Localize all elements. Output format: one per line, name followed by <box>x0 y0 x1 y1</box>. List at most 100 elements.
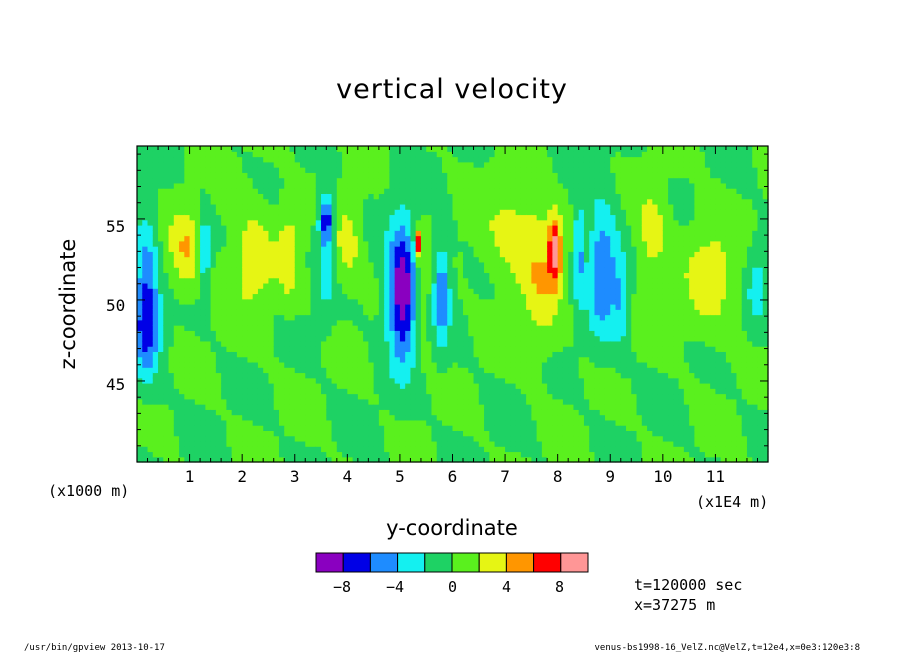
heatmap-cell <box>205 203 212 210</box>
heatmap-cell <box>257 430 264 437</box>
heatmap-cell <box>394 325 401 331</box>
heatmap-cell <box>473 414 480 421</box>
heatmap-cell <box>489 314 496 321</box>
heatmap-cell <box>368 393 375 400</box>
heatmap-cell <box>552 446 559 453</box>
heatmap-cell <box>405 325 412 331</box>
heatmap-cell <box>557 367 564 374</box>
heatmap-cell <box>205 182 212 189</box>
heatmap-cell <box>300 146 306 152</box>
heatmap-cell <box>142 251 149 258</box>
heatmap-cell <box>547 251 554 258</box>
heatmap-cell <box>547 182 554 189</box>
heatmap-cell <box>436 419 443 426</box>
heatmap-cell <box>410 230 417 237</box>
heatmap-cell <box>257 146 264 152</box>
heatmap-cell <box>347 377 354 384</box>
heatmap-cell <box>305 256 312 263</box>
heatmap-cell <box>394 388 401 395</box>
heatmap-cell <box>352 225 359 231</box>
heatmap-cell <box>137 251 143 258</box>
heatmap-cell <box>194 340 201 347</box>
heatmap-cell <box>520 240 527 247</box>
heatmap-cell <box>137 456 143 463</box>
heatmap-cell <box>294 340 301 347</box>
heatmap-cell <box>231 383 238 389</box>
heatmap-cell <box>263 161 270 168</box>
heatmap-cell <box>557 456 564 463</box>
heatmap-cell <box>536 288 543 295</box>
heatmap-cell <box>252 167 259 173</box>
heatmap-cell <box>363 325 369 331</box>
heatmap-cell <box>363 293 369 300</box>
heatmap-cell <box>305 298 312 305</box>
heatmap-cell <box>257 172 264 179</box>
heatmap-cell <box>173 425 180 431</box>
heatmap-cell <box>468 340 475 347</box>
heatmap-cell <box>310 446 317 453</box>
heatmap-cell <box>478 198 485 205</box>
heatmap-cell <box>373 267 380 273</box>
heatmap-cell <box>441 272 448 279</box>
heatmap-cell <box>420 240 427 247</box>
heatmap-cell <box>184 340 191 347</box>
heatmap-cell <box>368 193 375 200</box>
heatmap-cell <box>321 203 327 210</box>
heatmap-cell <box>163 167 170 173</box>
heatmap-cell <box>252 393 259 400</box>
heatmap-cell <box>342 293 348 300</box>
heatmap-cell <box>184 182 191 189</box>
heatmap-cell <box>463 388 469 395</box>
heatmap-cell <box>158 177 164 184</box>
heatmap-cell <box>226 167 233 173</box>
heatmap-cell <box>457 235 464 242</box>
heatmap-cell <box>520 225 527 231</box>
heatmap-cell <box>378 367 385 374</box>
heatmap-cell <box>436 282 443 289</box>
heatmap-cell <box>363 446 369 453</box>
heatmap-cell <box>562 361 569 368</box>
heatmap-cell <box>152 314 159 321</box>
heatmap-cell <box>263 288 270 295</box>
heatmap-cell <box>468 372 475 379</box>
heatmap-cell <box>536 246 543 252</box>
heatmap-cell <box>431 419 438 426</box>
heatmap-cell <box>247 440 254 447</box>
heatmap-cell <box>568 219 575 226</box>
heatmap-cell <box>231 361 238 368</box>
heatmap-cell <box>163 330 170 337</box>
heatmap-cell <box>147 151 154 158</box>
heatmap-cell <box>494 172 501 179</box>
heatmap-cell <box>426 309 433 316</box>
heatmap-cell <box>526 409 532 416</box>
heatmap-cell <box>420 367 427 374</box>
heatmap-cell <box>399 346 406 352</box>
heatmap-cell <box>531 193 538 200</box>
heatmap-cell <box>463 209 469 216</box>
heatmap-cell <box>420 451 427 458</box>
heatmap-cell <box>310 198 317 205</box>
heatmap-cell <box>310 240 317 247</box>
heatmap-cell <box>384 288 390 295</box>
heatmap-cell <box>215 251 222 258</box>
heatmap-cell <box>352 440 359 447</box>
heatmap-cell <box>221 214 227 221</box>
heatmap-cell <box>494 209 501 216</box>
heatmap-cell <box>147 419 154 426</box>
heatmap-cell <box>515 261 522 268</box>
heatmap-cell <box>184 177 191 184</box>
heatmap-cell <box>289 372 296 379</box>
heatmap-cell <box>389 151 396 158</box>
heatmap-cell <box>205 351 212 358</box>
heatmap-cell <box>168 156 175 163</box>
heatmap-cell <box>200 298 206 305</box>
heatmap-cell <box>305 372 312 379</box>
heatmap-cell <box>321 177 327 184</box>
heatmap-cell <box>526 404 532 410</box>
heatmap-cell <box>536 393 543 400</box>
heatmap-cell <box>463 335 469 342</box>
heatmap-cell <box>526 314 532 321</box>
heatmap-cell <box>499 214 506 221</box>
heatmap-cell <box>478 214 485 221</box>
heatmap-cell <box>484 272 490 279</box>
